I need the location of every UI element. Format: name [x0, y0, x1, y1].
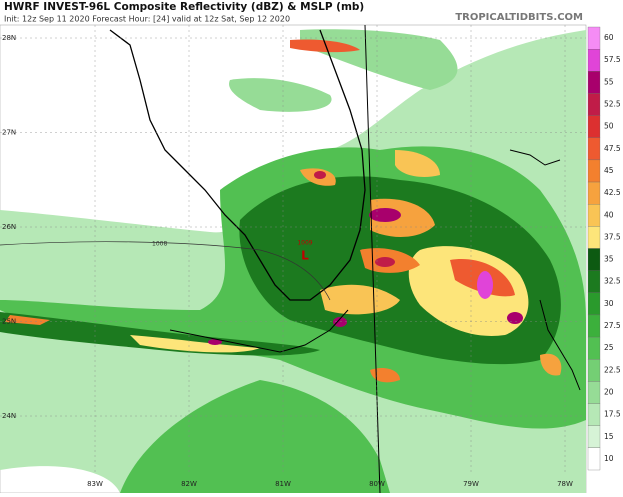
colorbar-label: 25	[604, 343, 614, 352]
colorbar-label: 32.5	[604, 277, 621, 286]
colorbar-label: 52.5	[604, 100, 621, 109]
bahamas-coastline	[539, 299, 581, 391]
echo-core	[369, 208, 401, 222]
colorbar-swatch	[587, 403, 601, 426]
lon-label: 83W	[87, 480, 103, 488]
echo-medium	[120, 380, 390, 493]
colorbar-label: 20	[604, 387, 614, 396]
colorbar-swatch	[587, 71, 601, 94]
coastline	[109, 29, 366, 301]
echo-orange	[540, 353, 562, 376]
watermark: TROPICALTIDBITS.COM	[455, 12, 583, 23]
axis-labels: 28N 27N 26N 25N 24N 83W 82W 81W 80W 79W 78W	[0, 25, 586, 488]
colorbar-swatch	[587, 336, 601, 360]
echo-yellow	[408, 246, 529, 336]
low-symbol: L	[301, 249, 309, 263]
lon-label: 78W	[557, 480, 573, 488]
colorbar-swatch	[587, 115, 601, 138]
lon-label: 81W	[275, 480, 291, 488]
lon-label: 80W	[369, 480, 385, 488]
echo-core	[507, 312, 523, 324]
colorbar-label: 27.5	[604, 321, 621, 330]
colorbar: 60 57.5 55 52.5 50 47.5 45 42.5 40 37.5 35 32.5 30 27…	[587, 26, 621, 471]
colorbar-label: 17.5	[604, 410, 621, 419]
colorbar-swatch	[587, 159, 601, 183]
colorbar-label: 60	[604, 33, 614, 42]
colorbar-label: 57.5	[604, 55, 621, 64]
echo-orange	[370, 368, 400, 383]
lat-label: 26N	[2, 223, 16, 231]
echo-core	[477, 271, 493, 299]
lat-label: 28N	[2, 34, 16, 42]
colorbar-label: 15	[604, 432, 614, 441]
colorbar-label: 30	[604, 299, 614, 308]
echo-core	[375, 257, 395, 267]
colorbar-swatch	[587, 226, 601, 249]
colorbar-swatch	[587, 137, 601, 161]
colorbar-swatch	[587, 26, 601, 50]
lat-label: 24N	[2, 412, 16, 420]
colorbar-swatch	[587, 425, 601, 449]
colorbar-swatch	[587, 181, 601, 205]
colorbar-label: 42.5	[604, 188, 621, 197]
colorbar-label: 55	[604, 77, 614, 86]
low-pressure-value: 1009	[297, 240, 312, 247]
echo-core	[208, 339, 222, 345]
echo-core	[333, 317, 347, 327]
colorbar-swatch	[587, 204, 601, 227]
subtitle: Init: 12z Sep 11 2020 Forecast Hour: [24…	[4, 15, 290, 24]
colorbar-swatch	[587, 314, 601, 338]
colorbar-swatch	[587, 270, 601, 293]
colorbar-swatch	[587, 381, 601, 404]
title: HWRF INVEST-96L Composite Reflectivity (…	[4, 1, 364, 13]
colorbar-swatch	[587, 93, 601, 116]
colorbar-swatch	[587, 292, 601, 316]
colorbar-label: 40	[604, 210, 614, 219]
isobar-label: 1008	[152, 241, 167, 248]
echo-light	[229, 78, 332, 112]
lon-label: 82W	[181, 480, 197, 488]
isobar	[0, 241, 331, 301]
echo-yellow	[320, 284, 400, 315]
keys-coastline	[169, 309, 349, 353]
colorbar-label: 47.5	[604, 144, 621, 153]
colorbar-label: 35	[604, 255, 614, 264]
isobar	[364, 24, 381, 494]
echo-orange	[290, 39, 360, 53]
colorbar-swatch	[587, 248, 601, 271]
bahamas-coastline	[509, 149, 561, 166]
echo-strong	[0, 312, 320, 356]
colorbar-label: 45	[604, 166, 614, 175]
lon-label: 79W	[463, 480, 479, 488]
colorbar-label: 10	[604, 454, 614, 463]
colorbar-label: 37.5	[604, 232, 621, 241]
lat-label: 25N	[2, 318, 16, 326]
echo-orange	[5, 315, 50, 325]
echo-core	[314, 171, 326, 179]
colorbar-swatch	[587, 447, 601, 471]
echo-yellow	[395, 150, 440, 177]
colorbar-label: 50	[604, 122, 614, 131]
colorbar-swatch	[587, 49, 601, 72]
colorbar-swatch	[587, 359, 601, 382]
echo-yellow	[130, 335, 260, 353]
lat-label: 27N	[2, 129, 16, 137]
colorbar-label: 22.5	[604, 365, 621, 374]
map-panel: 1008 1009 L	[0, 24, 587, 494]
